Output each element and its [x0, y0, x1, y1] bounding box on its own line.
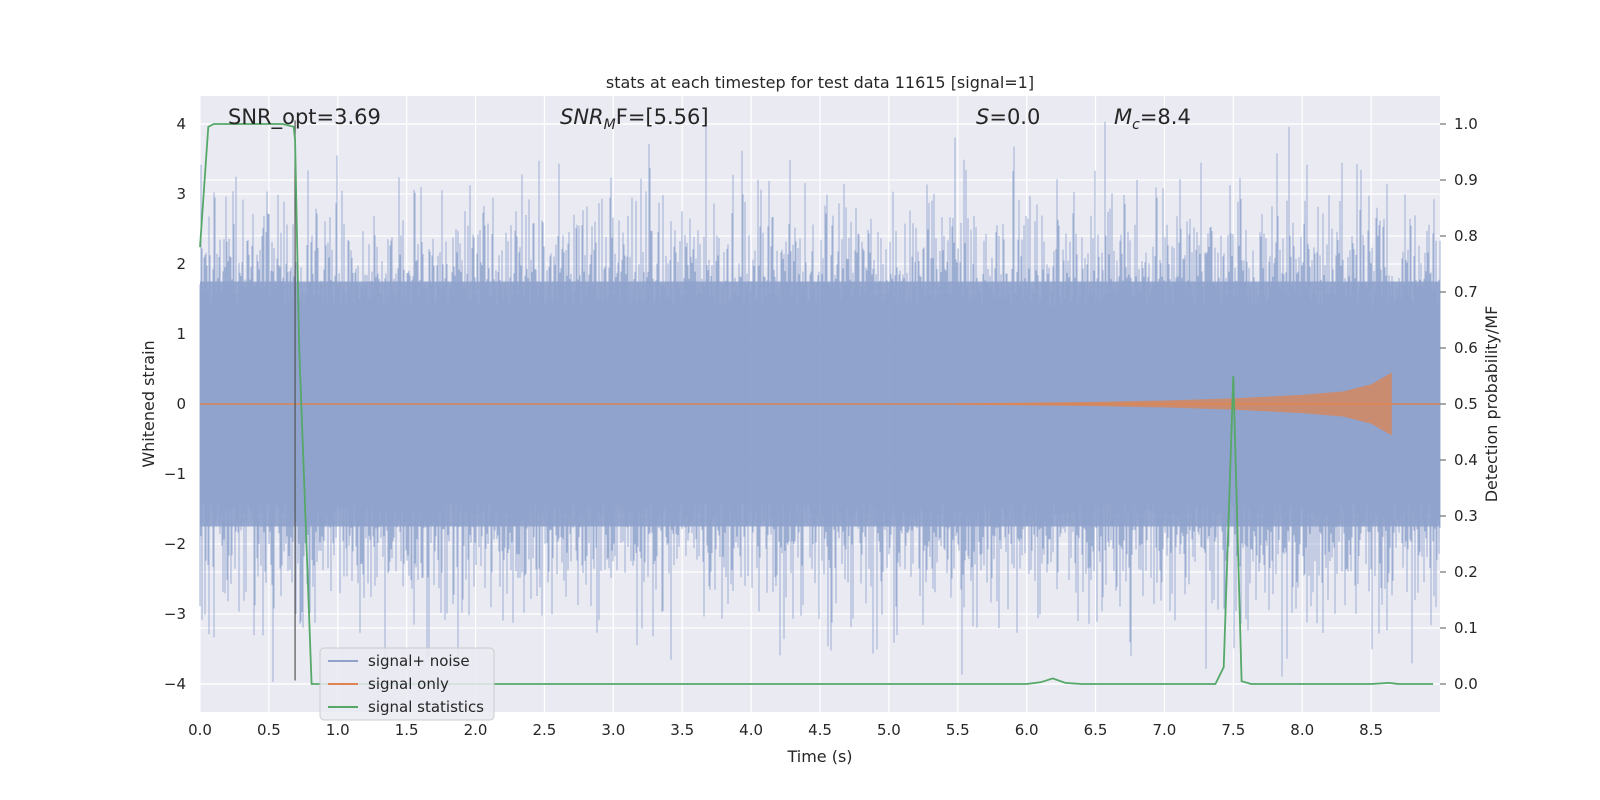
x-tick-label: 3.0 — [601, 721, 625, 739]
x-tick-label: 8.5 — [1359, 721, 1383, 739]
x-tick-label: 1.5 — [395, 721, 419, 739]
y2-tick-label: 0.3 — [1454, 507, 1478, 525]
annotation-snr-mf: SNRMF=[5.56] — [560, 105, 709, 133]
x-tick-label: 5.0 — [877, 721, 901, 739]
x-tick-label: 6.5 — [1084, 721, 1108, 739]
annotation-s-rest: =0.0 — [989, 105, 1040, 129]
y-tick-label: 1 — [176, 325, 186, 343]
legend-label-signal-statistics: signal statistics — [368, 698, 484, 716]
y2-tick-label: 0.6 — [1454, 339, 1478, 357]
chart-title: stats at each timestep for test data 116… — [606, 73, 1034, 92]
y-tick-label: −1 — [164, 465, 186, 483]
annotation-s-main: S — [976, 105, 989, 129]
annotation-mc-sub: c — [1132, 117, 1140, 133]
y-tick-label: −4 — [164, 675, 186, 693]
annotation-snr-mf-sub: M — [604, 117, 616, 133]
signal-chirp-envelope — [957, 372, 1392, 436]
x-tick-label: 7.0 — [1153, 721, 1177, 739]
x-tick-label: 1.0 — [326, 721, 350, 739]
y-tick-label: −2 — [164, 535, 186, 553]
y2-tick-label: 0.7 — [1454, 283, 1478, 301]
y2-tick-label: 0.1 — [1454, 619, 1478, 637]
y2-tick-label: 0.4 — [1454, 451, 1478, 469]
y-axis-ticks: −4 −3 −2 −1 0 1 2 3 4 — [164, 115, 186, 693]
x-axis-label: Time (s) — [786, 747, 852, 766]
x-tick-label: 4.0 — [739, 721, 763, 739]
x-tick-label: 2.0 — [464, 721, 488, 739]
legend-box — [319, 647, 495, 721]
y2-tick-label: 0.9 — [1454, 171, 1478, 189]
annotation-mc-main: M — [1114, 105, 1132, 129]
y-tick-label: 2 — [176, 255, 186, 273]
x-tick-label: 0.5 — [257, 721, 281, 739]
x-tick-label: 6.0 — [1015, 721, 1039, 739]
y-tick-label: 3 — [176, 185, 186, 203]
legend: signal+ noise signal only signal statist… — [319, 647, 495, 721]
x-tick-label: 3.5 — [670, 721, 694, 739]
annotation-snr-mf-main: SNR — [560, 105, 604, 129]
x-tick-label: 5.5 — [946, 721, 970, 739]
x-tick-label: 2.5 — [533, 721, 557, 739]
annotation-mc-rest: =8.4 — [1140, 105, 1191, 129]
y2-tick-label: 1.0 — [1454, 115, 1478, 133]
annotation-s: S=0.0 — [976, 105, 1040, 129]
y2-tick-label: 0.8 — [1454, 227, 1478, 245]
y-tick-label: 4 — [176, 115, 186, 133]
legend-label-signal-plus-noise: signal+ noise — [368, 652, 470, 670]
annotation-snr-opt: SNR_opt=3.69 — [228, 105, 381, 130]
series-signal-statistics — [199, 123, 1434, 685]
legend-label-signal-only: signal only — [368, 675, 449, 693]
y2-axis-label: Detection probability/MF — [1482, 306, 1501, 503]
x-tick-label: 8.0 — [1290, 721, 1314, 739]
y2-tick-label: 0.2 — [1454, 563, 1478, 581]
x-tick-label: 4.5 — [808, 721, 832, 739]
y-axis-label: Whitened strain — [139, 340, 158, 467]
x-tick-label: 7.5 — [1221, 721, 1245, 739]
signal-statistics-line — [199, 123, 1434, 685]
y-tick-label: −3 — [164, 605, 186, 623]
y2-tick-label: 0.0 — [1454, 675, 1478, 693]
x-tick-label: 0.0 — [188, 721, 212, 739]
annotation-snr-mf-rest: F=[5.56] — [616, 105, 709, 129]
y2-axis-ticks: 0.0 0.1 0.2 0.3 0.4 0.5 0.6 0.7 0.8 0.9 1.0 — [1440, 115, 1478, 693]
x-axis-ticks: 0.0 0.5 1.0 1.5 2.0 2.5 3.0 3.5 4.0 4.5 5.0 5.5 6.0 6… — [188, 721, 1383, 739]
y-tick-label: 0 — [176, 395, 186, 413]
annotation-mc: Mc=8.4 — [1114, 105, 1191, 133]
y2-tick-label: 0.5 — [1454, 395, 1478, 413]
